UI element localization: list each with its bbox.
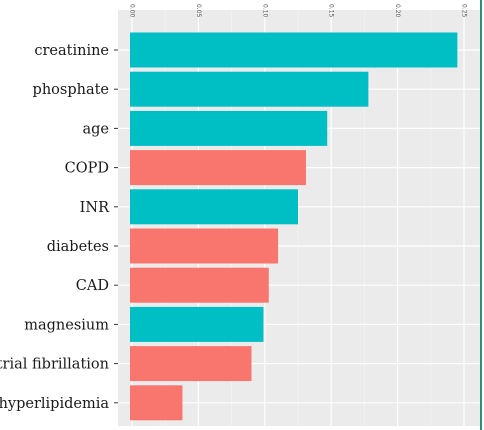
- category-label: CAD: [76, 278, 109, 294]
- bar-age: [130, 110, 328, 146]
- bar-inr: [130, 189, 298, 225]
- bar-creatinine: [130, 32, 458, 68]
- category-labels: creatinine phosphate age COPD INR diabetes CAD…: [0, 43, 118, 412]
- category-label: age: [82, 121, 109, 137]
- x-tick-label: 0.20: [394, 4, 401, 18]
- category-label: creatinine: [34, 43, 109, 59]
- bar-magnesium: [130, 306, 264, 342]
- category-label: hyperlipidemia: [0, 396, 109, 412]
- bar-phosphate: [130, 71, 369, 107]
- bar-cad: [130, 267, 269, 303]
- category-label: magnesium: [24, 317, 109, 333]
- x-tick-label: 0.15: [328, 4, 335, 18]
- bar-hyperlipidemia: [130, 385, 183, 421]
- category-label: phosphate: [33, 82, 109, 98]
- category-label: COPD: [65, 161, 109, 177]
- bar-copd: [130, 150, 306, 186]
- category-label: diabetes: [47, 239, 109, 255]
- bar-diabetes: [130, 228, 279, 264]
- bar-atrial-fibrillation: [130, 346, 252, 382]
- x-tick-label: 0.05: [195, 4, 202, 18]
- x-tick-label: 0.25: [461, 4, 468, 18]
- bars: [130, 32, 458, 421]
- right-border: [480, 0, 482, 430]
- x-tick-label: 0.00: [129, 4, 136, 18]
- category-label: INR: [80, 200, 110, 216]
- x-tick-label: 0.10: [261, 4, 268, 18]
- x-axis-ticks: 0.00 0.05 0.10 0.15 0.20 0.25: [129, 4, 468, 18]
- category-label: atrial fibrillation: [0, 357, 109, 373]
